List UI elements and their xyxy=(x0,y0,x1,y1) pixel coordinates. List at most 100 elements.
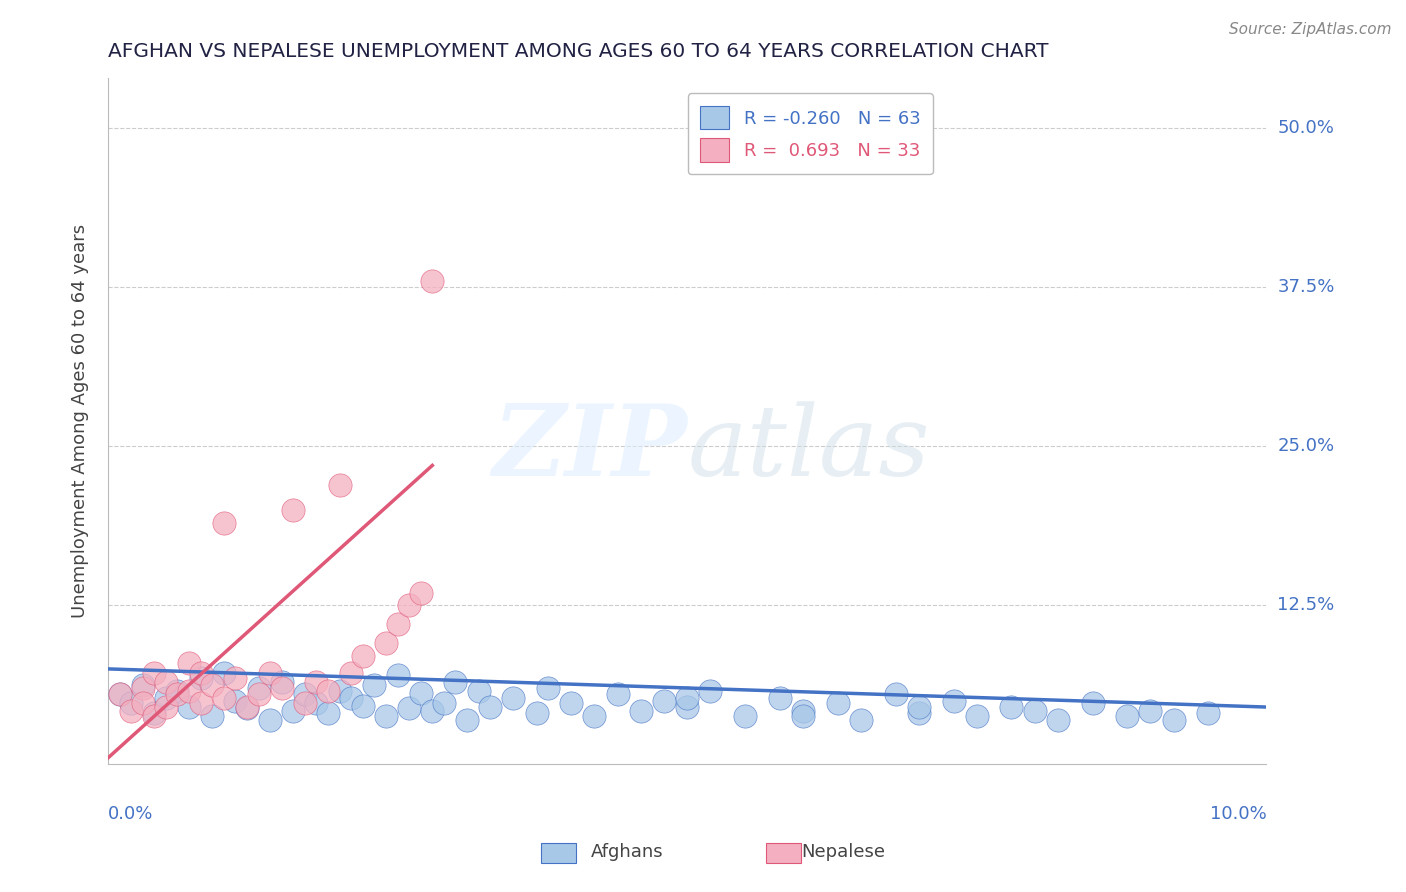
Point xyxy=(177,700,200,714)
Point xyxy=(283,704,305,718)
Point xyxy=(259,713,281,727)
Point xyxy=(652,694,675,708)
Point xyxy=(502,691,524,706)
Text: 50.0%: 50.0% xyxy=(1278,120,1334,137)
Point xyxy=(849,713,872,727)
Point xyxy=(236,700,259,714)
Point xyxy=(444,674,467,689)
Point xyxy=(270,674,292,689)
Point xyxy=(352,649,374,664)
Point xyxy=(942,694,965,708)
Point xyxy=(1024,704,1046,718)
Point xyxy=(676,700,699,714)
Point xyxy=(537,681,560,695)
Point xyxy=(583,709,606,723)
Point xyxy=(1116,709,1139,723)
Text: Source: ZipAtlas.com: Source: ZipAtlas.com xyxy=(1229,22,1392,37)
Point xyxy=(166,683,188,698)
Point xyxy=(329,683,352,698)
Point xyxy=(166,687,188,701)
Point xyxy=(190,671,212,685)
Point xyxy=(526,706,548,721)
Point xyxy=(409,585,432,599)
Point xyxy=(294,696,316,710)
Point xyxy=(827,696,849,710)
Point xyxy=(190,665,212,680)
Point xyxy=(177,683,200,698)
Point xyxy=(155,674,177,689)
Text: Afghans: Afghans xyxy=(591,843,664,861)
Point xyxy=(212,665,235,680)
Point xyxy=(155,700,177,714)
Point xyxy=(676,691,699,706)
Point xyxy=(1139,704,1161,718)
Point xyxy=(259,665,281,680)
Point xyxy=(630,704,652,718)
Point xyxy=(907,700,929,714)
Y-axis label: Unemployment Among Ages 60 to 64 years: Unemployment Among Ages 60 to 64 years xyxy=(72,224,89,618)
Point xyxy=(769,691,792,706)
Point xyxy=(1000,700,1022,714)
Point xyxy=(305,696,328,710)
Text: 25.0%: 25.0% xyxy=(1278,437,1334,455)
Point xyxy=(270,681,292,695)
Point xyxy=(375,709,398,723)
Point xyxy=(224,671,246,685)
Text: Nepalese: Nepalese xyxy=(801,843,886,861)
Point xyxy=(212,691,235,706)
Point xyxy=(420,704,443,718)
Point xyxy=(398,701,420,715)
Point xyxy=(1046,713,1069,727)
Point xyxy=(792,709,814,723)
Point xyxy=(1081,696,1104,710)
Point xyxy=(329,477,352,491)
Text: 10.0%: 10.0% xyxy=(1209,805,1267,823)
Point xyxy=(409,686,432,700)
Point xyxy=(1163,713,1185,727)
Point xyxy=(966,709,988,723)
Point xyxy=(294,687,316,701)
Text: 37.5%: 37.5% xyxy=(1278,278,1334,296)
Point xyxy=(190,696,212,710)
Point xyxy=(734,709,756,723)
Point xyxy=(560,696,582,710)
Text: 12.5%: 12.5% xyxy=(1278,597,1334,615)
Point xyxy=(699,683,721,698)
Point xyxy=(247,687,270,701)
Point xyxy=(236,701,259,715)
Point xyxy=(907,706,929,721)
Point xyxy=(456,713,478,727)
Point xyxy=(177,656,200,670)
Point xyxy=(120,696,142,710)
Text: ZIP: ZIP xyxy=(492,401,688,497)
Point xyxy=(212,516,235,530)
Point xyxy=(606,687,628,701)
Point xyxy=(143,709,166,723)
Point xyxy=(433,696,456,710)
Point xyxy=(340,691,363,706)
Point xyxy=(132,696,155,710)
Point xyxy=(363,678,385,692)
Point xyxy=(387,617,409,632)
Text: 0.0%: 0.0% xyxy=(108,805,153,823)
Point xyxy=(340,665,363,680)
Point xyxy=(884,687,907,701)
Point xyxy=(132,681,155,695)
Point xyxy=(143,706,166,721)
Point xyxy=(305,674,328,689)
Point xyxy=(792,704,814,718)
Point xyxy=(155,691,177,706)
Text: atlas: atlas xyxy=(688,401,929,496)
Point xyxy=(108,687,131,701)
Point xyxy=(143,665,166,680)
Point xyxy=(375,636,398,650)
Point xyxy=(201,678,224,692)
Point xyxy=(479,700,502,714)
Point xyxy=(420,274,443,288)
Point xyxy=(132,678,155,692)
Point xyxy=(224,694,246,708)
Point xyxy=(467,683,489,698)
Point xyxy=(352,698,374,713)
Point xyxy=(398,599,420,613)
Point xyxy=(283,503,305,517)
